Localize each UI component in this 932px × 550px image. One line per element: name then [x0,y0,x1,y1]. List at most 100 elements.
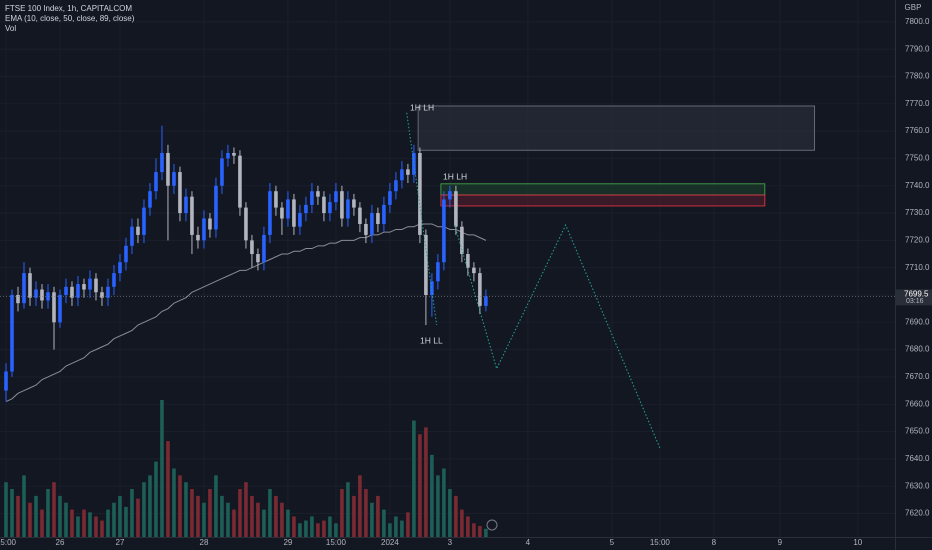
candle-body [484,296,488,306]
candle-body [4,371,8,391]
candle-body [148,191,152,208]
volume-bar [142,482,146,537]
volume-bar [388,523,392,537]
volume-bar [316,523,320,537]
volume-label: Vol [5,24,16,33]
annotation: 1H LH [443,171,467,181]
candle-body [52,292,56,323]
volume-bar [412,420,416,537]
candle-body [118,262,122,274]
candle-body [100,292,104,298]
volume-bar [100,520,104,537]
candle-body [478,273,482,306]
x-tick-label: 9 [778,538,783,547]
replay-icon[interactable] [486,519,498,531]
volume-bar [196,495,200,537]
y-tick-label: 7760.0 [905,126,930,135]
zone-box [440,194,766,207]
candle-body [376,213,380,224]
volume-bar [184,482,188,537]
volume-bar [52,482,56,537]
volume-bar [358,475,362,537]
candle-body [178,172,182,214]
candle-body [388,191,392,205]
candle-body [34,289,38,298]
y-tick-label: 7740.0 [905,181,930,190]
volume-bar [16,495,20,537]
volume-bar [112,502,116,537]
ema-line [5,223,487,402]
candle-body [136,226,140,235]
candle-body [346,199,350,219]
y-tick-label: 7730.0 [905,208,930,217]
last-price-tag [896,289,932,306]
volume-bar [280,502,284,537]
candle-body [40,289,44,301]
candle-body [316,191,320,197]
candle-body [82,284,86,290]
volume-bar [454,495,458,537]
volume-bar [250,495,254,537]
volume-bar [94,516,98,537]
volume-bar [334,523,338,537]
y-tick-label: 7710.0 [905,263,930,272]
y-tick-label: 7790.0 [905,44,930,53]
y-tick-label: 7750.0 [905,154,930,163]
y-tick-label: 7780.0 [905,72,930,81]
volume-bar [154,461,158,537]
candle-body [202,218,206,241]
volume-bar [406,512,410,537]
candle-body [280,207,284,219]
candle-body [256,254,260,263]
candle-body [424,234,428,295]
zone-box [417,105,816,151]
candle-body [76,284,80,298]
volume-bar [34,495,38,537]
volume-bar [46,489,50,537]
candle-body [46,292,50,301]
volume-bar [118,495,122,537]
candle-body [172,172,176,186]
x-tick-label: 4 [526,538,531,547]
candle-body [310,191,314,205]
volume-bar [448,489,452,537]
volume-bar [430,454,434,537]
volume-bar [442,468,446,537]
last-price-label: 7699.5 [904,289,929,298]
candle-body [28,273,32,298]
volume-bar [124,506,128,537]
candle-body [400,169,404,181]
candle-body [154,172,158,192]
y-tick-label: 7650.0 [905,427,930,436]
volume-bar [76,516,80,537]
candle-body [106,286,110,298]
volume-bar [478,526,482,537]
volume-bar [130,489,134,537]
candle-body [262,234,266,263]
x-tick-label: 27 [116,538,125,547]
candle-body [64,286,68,295]
candle-body [220,158,224,186]
volume-bar [376,495,380,537]
y-tick-label: 7630.0 [905,481,930,490]
volume-bar [268,489,272,537]
candle-body [232,152,236,156]
volume-bar [178,475,182,537]
x-tick-label: 8 [712,538,717,547]
candle-body [352,199,356,208]
candle-body [142,207,146,235]
countdown-label: 03:16 [906,298,924,305]
volume-bar [370,502,374,537]
volume-bar [190,489,194,537]
volume-bar [226,502,230,537]
candle-body [130,226,134,246]
currency-label: GBP [905,3,922,12]
volume-bar [466,516,470,537]
candle-body [16,294,20,304]
candle-body [322,196,326,214]
y-tick-label: 7640.0 [905,454,930,463]
volume-bar [460,509,464,537]
candle-body [190,196,194,235]
candle-body [196,234,200,241]
